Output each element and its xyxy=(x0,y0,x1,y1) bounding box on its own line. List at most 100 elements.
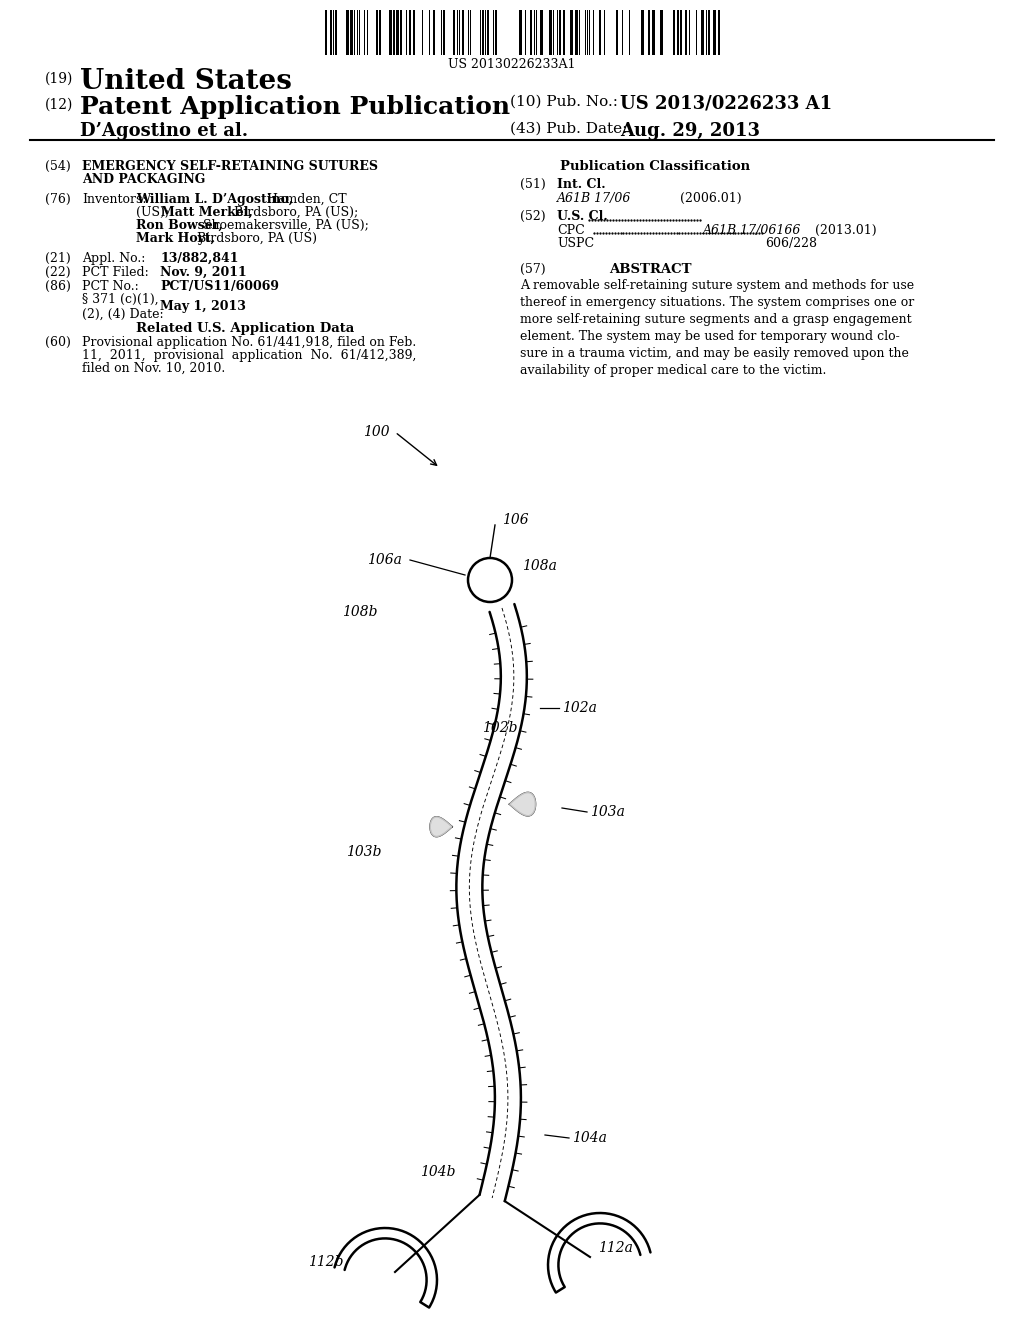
Bar xyxy=(680,11,682,55)
Bar xyxy=(652,11,655,55)
Text: PCT No.:: PCT No.: xyxy=(82,280,138,293)
Text: May 1, 2013: May 1, 2013 xyxy=(160,300,246,313)
Text: Appl. No.:: Appl. No.: xyxy=(82,252,145,265)
Bar xyxy=(648,11,650,55)
Bar xyxy=(325,11,327,55)
Bar xyxy=(482,11,484,55)
Text: (57): (57) xyxy=(520,263,546,276)
Text: 104b: 104b xyxy=(420,1166,456,1179)
Bar xyxy=(599,11,601,55)
Text: (12): (12) xyxy=(45,98,74,112)
Text: § 371 (c)(1),
(2), (4) Date:: § 371 (c)(1), (2), (4) Date: xyxy=(82,293,164,321)
Text: Int. Cl.: Int. Cl. xyxy=(557,178,605,191)
Text: 112a: 112a xyxy=(598,1241,633,1255)
Text: 112b: 112b xyxy=(308,1255,343,1269)
Text: US 20130226233A1: US 20130226233A1 xyxy=(449,58,575,71)
Text: Birdsboro, PA (US): Birdsboro, PA (US) xyxy=(197,232,317,246)
Bar xyxy=(673,11,675,55)
Text: A61B 17/06166: A61B 17/06166 xyxy=(703,224,802,238)
Text: (2013.01): (2013.01) xyxy=(815,224,877,238)
Text: D’Agostino et al.: D’Agostino et al. xyxy=(80,121,248,140)
Text: Shoemakersville, PA (US);: Shoemakersville, PA (US); xyxy=(203,219,369,232)
Text: (US);: (US); xyxy=(136,206,169,219)
Text: (21): (21) xyxy=(45,252,71,265)
Text: 106: 106 xyxy=(502,513,528,527)
Text: Provisional application No. 61/441,918, filed on Feb.: Provisional application No. 61/441,918, … xyxy=(82,337,416,348)
Text: Hamden, CT: Hamden, CT xyxy=(267,193,347,206)
Bar xyxy=(701,11,705,55)
Bar xyxy=(570,11,573,55)
Text: Nov. 9, 2011: Nov. 9, 2011 xyxy=(160,267,247,279)
Bar xyxy=(400,11,402,55)
Text: A61B 17/06: A61B 17/06 xyxy=(557,191,632,205)
Text: 102a: 102a xyxy=(562,701,597,715)
Text: filed on Nov. 10, 2010.: filed on Nov. 10, 2010. xyxy=(82,362,225,375)
Text: 13/882,841: 13/882,841 xyxy=(160,252,239,265)
Text: (52): (52) xyxy=(520,210,546,223)
Text: (76): (76) xyxy=(45,193,71,206)
Bar xyxy=(575,11,578,55)
Text: Birdsboro, PA (US);: Birdsboro, PA (US); xyxy=(234,206,358,219)
Bar xyxy=(685,11,687,55)
Text: 103a: 103a xyxy=(590,805,625,818)
Text: ABSTRACT: ABSTRACT xyxy=(608,263,691,276)
Text: (51): (51) xyxy=(520,178,546,191)
Text: Related U.S. Application Data: Related U.S. Application Data xyxy=(136,322,354,335)
Bar xyxy=(519,11,522,55)
Text: 103b: 103b xyxy=(346,845,382,859)
Text: Aug. 29, 2013: Aug. 29, 2013 xyxy=(620,121,760,140)
Polygon shape xyxy=(430,817,452,837)
Text: PCT/US11/60069: PCT/US11/60069 xyxy=(160,280,279,293)
Bar xyxy=(335,11,337,55)
Text: 106a: 106a xyxy=(368,553,402,568)
Bar xyxy=(677,11,679,55)
Text: 108a: 108a xyxy=(522,558,557,573)
Text: US 2013/0226233 A1: US 2013/0226233 A1 xyxy=(620,95,833,114)
Bar xyxy=(462,11,464,55)
Text: William L. D’Agostino,: William L. D’Agostino, xyxy=(136,193,293,206)
Bar xyxy=(708,11,710,55)
Text: (19): (19) xyxy=(45,73,74,86)
Bar xyxy=(487,11,489,55)
Text: Publication Classification: Publication Classification xyxy=(560,160,751,173)
Bar xyxy=(540,11,543,55)
Text: A removable self-retaining suture system and methods for use
thereof in emergenc: A removable self-retaining suture system… xyxy=(520,279,914,378)
Text: 606/228: 606/228 xyxy=(765,238,817,249)
Text: 102b: 102b xyxy=(482,721,517,735)
Bar xyxy=(379,11,381,55)
Text: (60): (60) xyxy=(45,337,71,348)
Bar xyxy=(549,11,552,55)
Bar xyxy=(376,11,378,55)
Text: (43) Pub. Date:: (43) Pub. Date: xyxy=(510,121,628,136)
Text: EMERGENCY SELF-RETAINING SUTURES: EMERGENCY SELF-RETAINING SUTURES xyxy=(82,160,378,173)
Text: Mark Hoyt,: Mark Hoyt, xyxy=(136,232,215,246)
Text: Ron Bowser,: Ron Bowser, xyxy=(136,219,223,232)
Text: 11,  2011,  provisional  application  No.  61/412,389,: 11, 2011, provisional application No. 61… xyxy=(82,348,417,362)
Text: 104a: 104a xyxy=(572,1131,607,1144)
Bar xyxy=(350,11,353,55)
Bar xyxy=(443,11,445,55)
Text: (86): (86) xyxy=(45,280,71,293)
Text: 108b: 108b xyxy=(342,605,378,619)
Text: (10) Pub. No.:: (10) Pub. No.: xyxy=(510,95,618,110)
Bar xyxy=(718,11,720,55)
Bar xyxy=(559,11,561,55)
Text: (22): (22) xyxy=(45,267,71,279)
Bar xyxy=(346,11,349,55)
Bar xyxy=(396,11,399,55)
Text: (54): (54) xyxy=(45,160,71,173)
Bar xyxy=(433,11,435,55)
Text: 100: 100 xyxy=(364,425,390,440)
Bar xyxy=(330,11,332,55)
Bar xyxy=(660,11,663,55)
Bar xyxy=(393,11,395,55)
Text: AND PACKAGING: AND PACKAGING xyxy=(82,173,206,186)
Text: PCT Filed:: PCT Filed: xyxy=(82,267,148,279)
Bar xyxy=(389,11,392,55)
Text: United States: United States xyxy=(80,69,292,95)
Bar xyxy=(409,11,411,55)
Polygon shape xyxy=(510,792,536,816)
Text: Patent Application Publication: Patent Application Publication xyxy=(80,95,510,119)
Text: U.S. Cl.: U.S. Cl. xyxy=(557,210,608,223)
Bar xyxy=(413,11,415,55)
